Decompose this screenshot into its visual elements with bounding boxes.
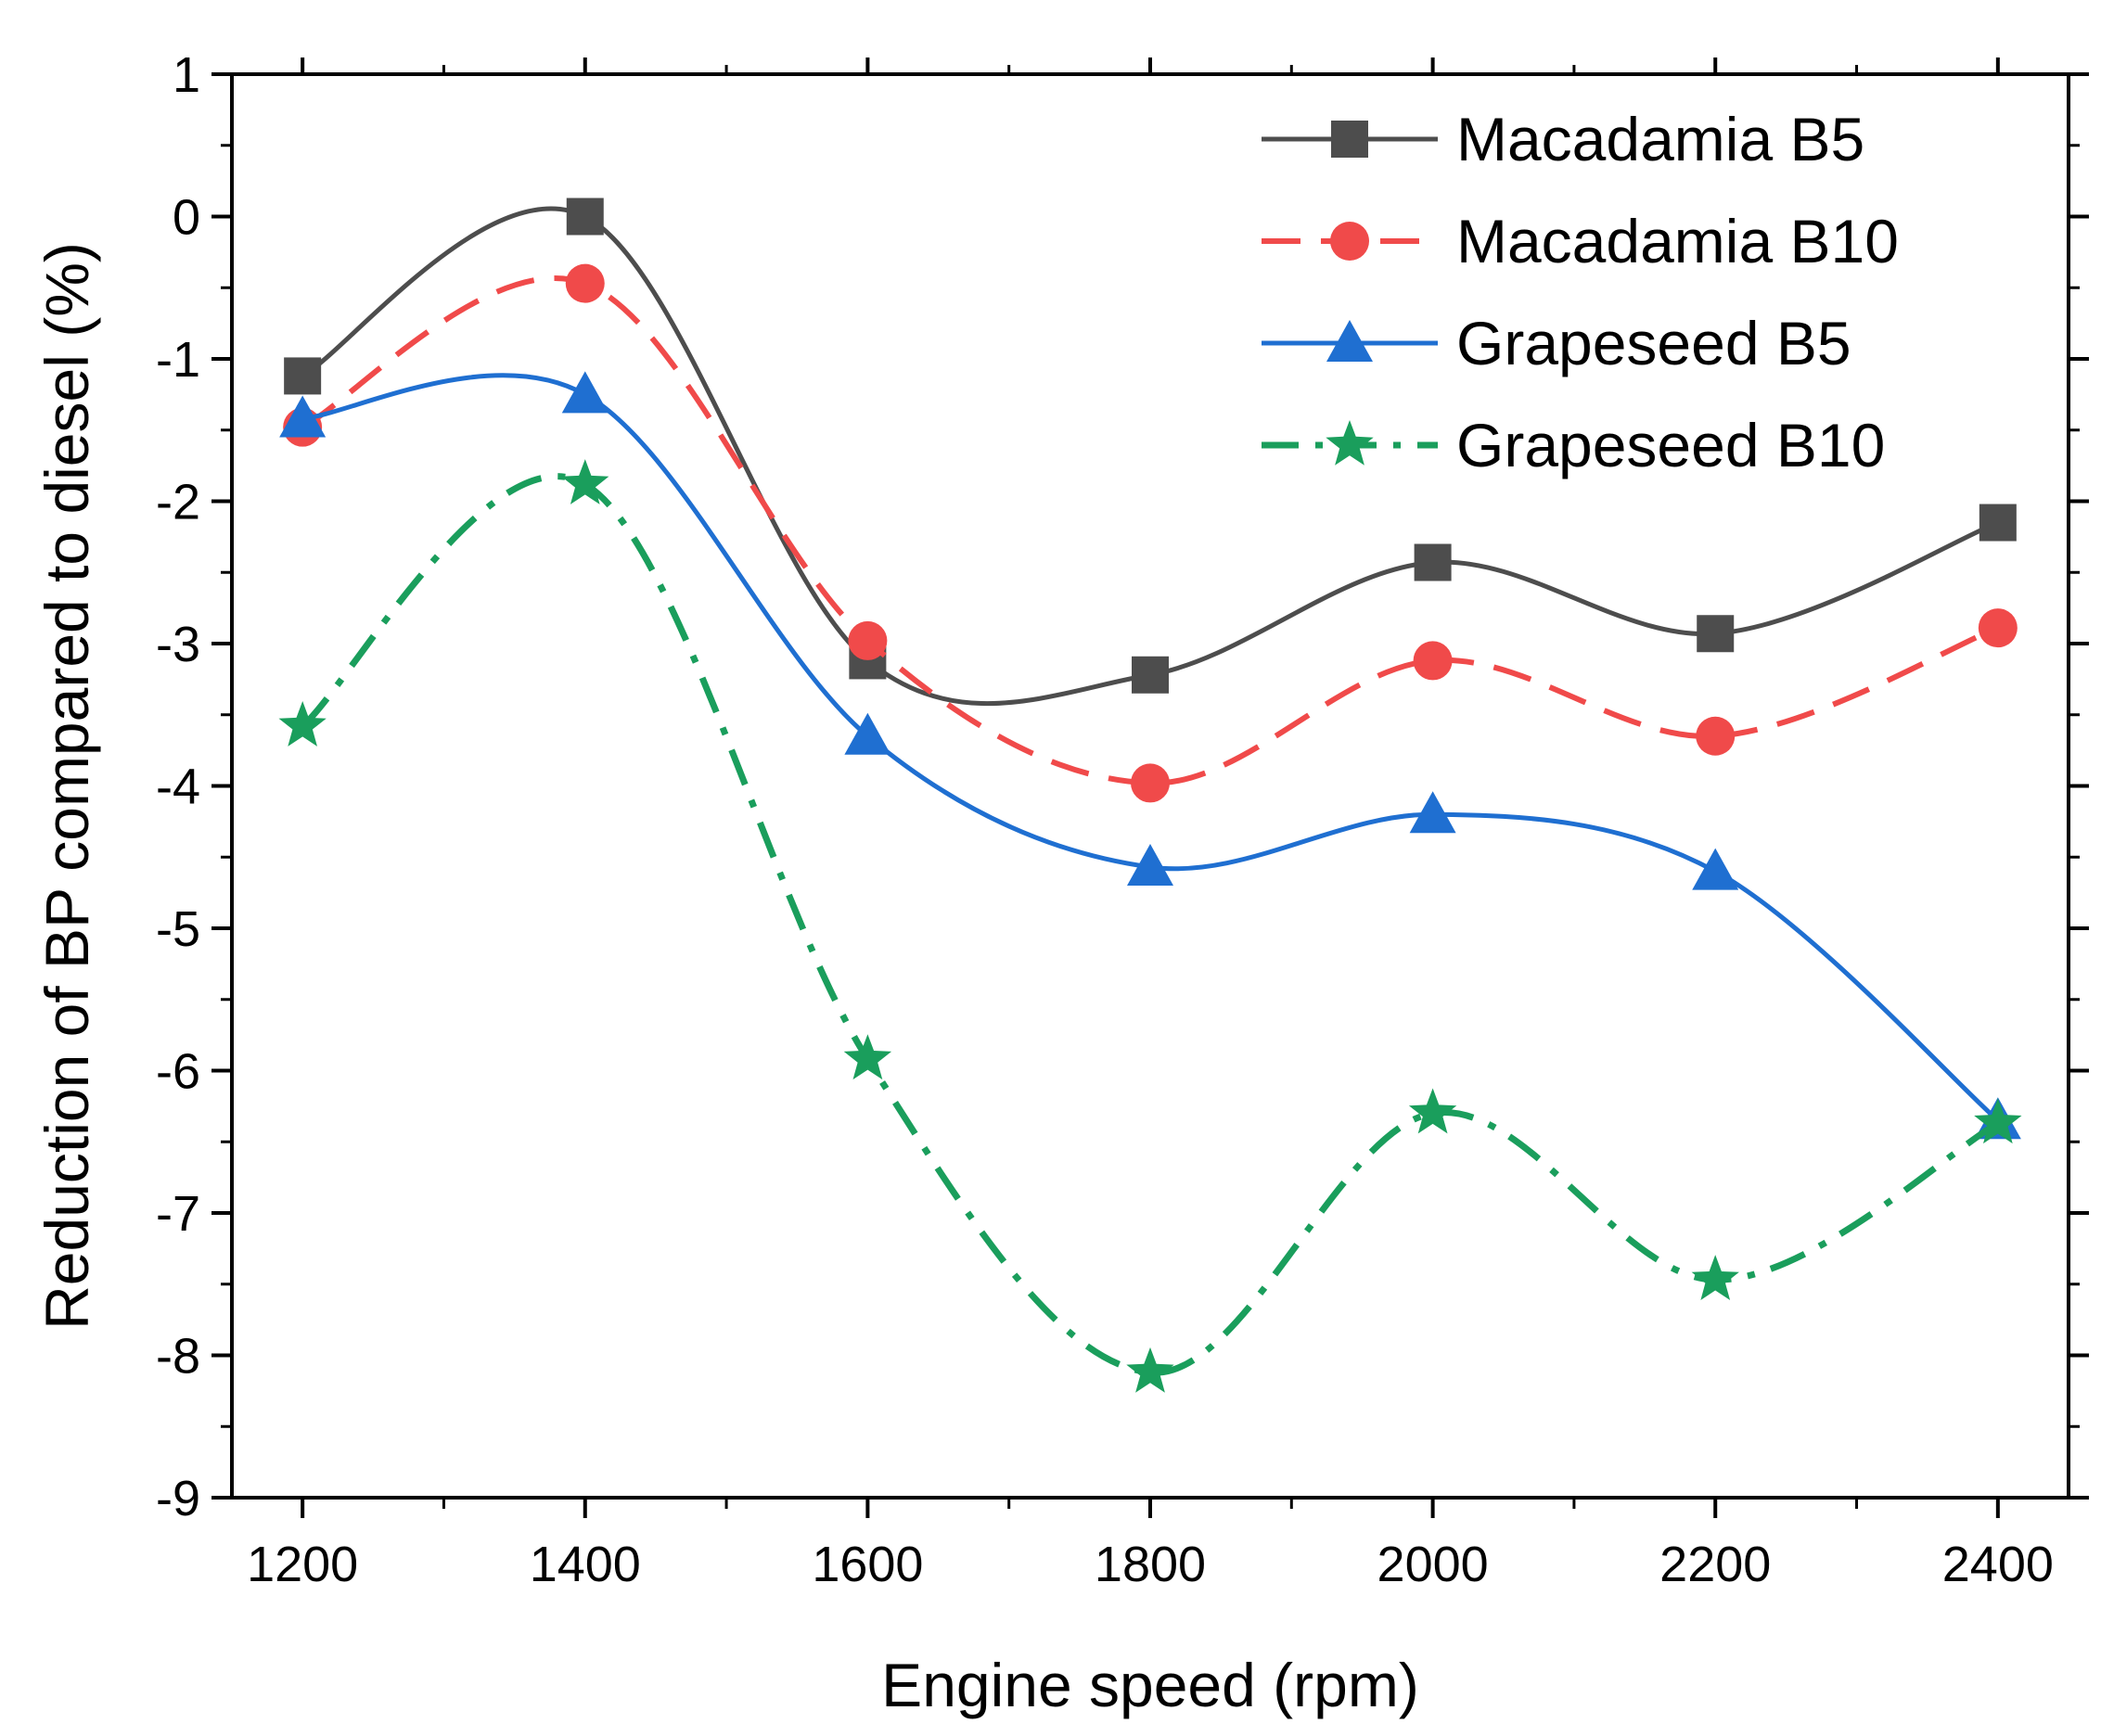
legend-label: Macadamia B10 xyxy=(1456,207,1899,275)
data-point-macadamia-b10 xyxy=(1696,716,1736,756)
x-tick-label: 1200 xyxy=(247,1537,358,1592)
x-axis-title: Engine speed (rpm) xyxy=(881,1651,1419,1719)
series-line-grapeseed-b5 xyxy=(301,373,2000,1123)
data-point-macadamia-b10 xyxy=(848,620,888,660)
x-tick-label: 2400 xyxy=(1942,1537,2054,1592)
x-tick-label: 2000 xyxy=(1377,1537,1489,1592)
data-point-macadamia-b10 xyxy=(1413,641,1453,681)
legend-label: Macadamia B5 xyxy=(1456,105,1864,173)
y-tick-label: -7 xyxy=(156,1186,200,1242)
y-tick-label: -3 xyxy=(156,617,200,672)
y-tick-label: -9 xyxy=(156,1471,200,1526)
legend-label: Grapeseed B10 xyxy=(1456,411,1885,479)
data-point-macadamia-b5 xyxy=(1979,504,2017,542)
legend-marker xyxy=(1326,420,1374,466)
y-axis-title: Reduction of BP compared to diesel (%) xyxy=(32,242,101,1330)
y-tick-label: -4 xyxy=(156,760,200,815)
data-point-grapeseed-b10 xyxy=(1974,1098,2022,1144)
data-point-macadamia-b10 xyxy=(1978,608,2018,648)
legend: Macadamia B5 Macadamia B10 Grapeseed B5 Gra… xyxy=(1262,105,1899,479)
series-line-grapeseed-b10 xyxy=(300,473,2000,1376)
data-point-grapeseed-b5 xyxy=(844,712,891,755)
data-point-macadamia-b5 xyxy=(1132,656,1169,694)
legend-entry-macadamia-b5: Macadamia B5 xyxy=(1262,105,1864,173)
data-point-grapeseed-b5 xyxy=(279,395,327,438)
y-tick-label: 0 xyxy=(173,190,200,246)
legend-entry-grapeseed-b10: Grapeseed B10 xyxy=(1262,411,1885,479)
data-point-grapeseed-b10 xyxy=(1126,1347,1174,1393)
data-point-macadamia-b5 xyxy=(566,198,604,236)
data-point-grapeseed-b10 xyxy=(843,1034,892,1080)
data-point-grapeseed-b10 xyxy=(561,459,609,504)
data-point-grapeseed-b5 xyxy=(1127,843,1173,886)
data-point-grapeseed-b10 xyxy=(1408,1088,1457,1134)
legend-marker xyxy=(1331,121,1368,158)
series-macadamia-b5 xyxy=(284,198,2017,707)
data-point-grapeseed-b5 xyxy=(1409,791,1456,834)
legend-marker xyxy=(1330,222,1369,261)
legend-marker xyxy=(1326,320,1373,362)
axes: 1200 1400 1600 1800 2000 2200 2400 -9 -8 -7 -6 -5 -4… xyxy=(156,47,2089,1592)
y-tick-label: 1 xyxy=(173,47,200,103)
data-point-macadamia-b5 xyxy=(1414,543,1452,581)
y-tick-label: -2 xyxy=(156,475,200,530)
data-point-macadamia-b5 xyxy=(284,357,322,395)
x-tick-label: 1400 xyxy=(530,1537,641,1592)
legend-label: Grapeseed B5 xyxy=(1456,309,1851,377)
legend-entry-grapeseed-b5: Grapeseed B5 xyxy=(1262,309,1851,377)
data-point-grapeseed-b5 xyxy=(1692,848,1739,890)
series-layer xyxy=(278,198,2022,1393)
data-point-macadamia-b10 xyxy=(1131,763,1170,803)
y-tick-label: -5 xyxy=(156,901,200,957)
series-grapeseed-b10 xyxy=(278,459,2022,1393)
data-point-grapeseed-b10 xyxy=(278,701,327,747)
data-point-macadamia-b5 xyxy=(1697,615,1735,653)
y-tick-label: -6 xyxy=(156,1044,200,1100)
y-tick-label: -1 xyxy=(156,332,200,388)
data-point-grapeseed-b10 xyxy=(1691,1255,1739,1300)
x-tick-label: 1600 xyxy=(812,1537,923,1592)
y-tick-label: -8 xyxy=(156,1329,200,1385)
series-grapeseed-b5 xyxy=(279,371,2021,1140)
x-tick-label: 2200 xyxy=(1659,1537,1771,1592)
x-tick-label: 1800 xyxy=(1095,1537,1206,1592)
data-point-grapeseed-b5 xyxy=(561,371,609,414)
data-point-macadamia-b10 xyxy=(565,263,605,303)
legend-entry-macadamia-b10: Macadamia B10 xyxy=(1262,207,1899,275)
